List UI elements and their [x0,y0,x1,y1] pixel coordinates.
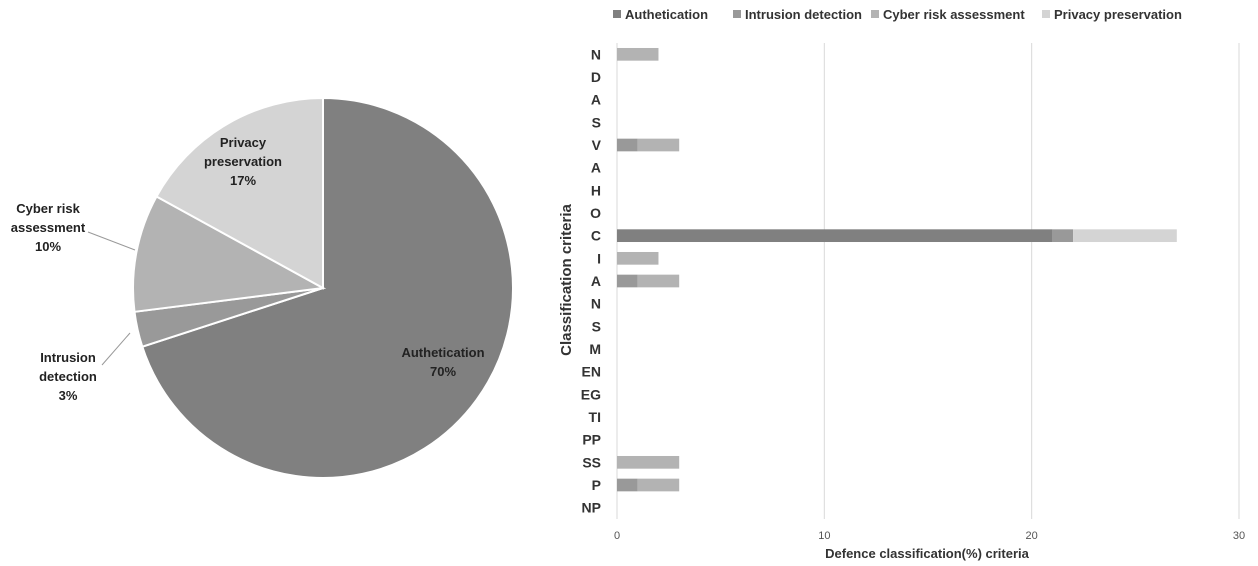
y-tick-label: I [597,250,601,266]
y-tick-label: N [591,296,601,312]
x-tick-label: 0 [614,530,620,542]
pie-slice-cyber-risk-assessment [132,195,327,313]
bar-cyber-risk-assessment [617,251,659,265]
bar-cyber-risk-assessment [637,138,680,152]
bar-chart-gridlines [616,43,1240,519]
y-tick-label: C [591,228,601,244]
y-tick-label: EN [582,364,601,380]
x-tick-label: 20 [1026,530,1038,542]
y-tick-label: S [592,318,601,334]
legend-swatch [1042,10,1050,18]
bar-privacy-preservation [1073,229,1177,243]
y-tick-label: A [591,92,601,108]
bar-intrusion-detection [617,138,638,152]
y-tick-label: O [590,205,601,221]
legend-swatch [871,10,879,18]
y-tick-label: EG [581,386,601,402]
x-tick-label: 10 [818,530,830,542]
y-tick-label: M [589,341,601,357]
y-tick-label: N [591,46,601,62]
bar-intrusion-detection [617,274,638,288]
bar-cyber-risk-assessment [617,47,659,61]
bar-cyber-risk-assessment [637,274,680,288]
pie-leader-line [87,231,136,251]
pie-chart: Authetication 70% Intrusion detection 3% Cybe… [11,96,514,479]
x-axis-label: Defence classification(%) criteria [825,546,1030,561]
bar-cyber-risk-assessment [637,478,680,492]
y-tick-label: TI [589,409,601,425]
bar-cyber-risk-assessment [617,455,680,469]
legend-label: Cyber risk assessment [883,7,1025,22]
y-tick-label: PP [582,432,601,448]
legend-swatch [613,10,621,18]
pie-leader-line [101,332,131,366]
bar-authetication [617,229,1053,243]
bar-intrusion-detection [1052,229,1074,243]
pie-slice-privacy-preservation [155,96,324,290]
legend-label: Privacy preservation [1054,7,1182,22]
y-tick-label: P [592,477,601,493]
bar-chart-legend: Authetication Intrusion detection Cyber ri… [613,7,1182,22]
bar-chart-axes: Defence classification(%) criteria Class… [558,46,1245,561]
x-tick-label: 30 [1233,530,1245,542]
bar-chart [617,47,1177,492]
y-tick-label: V [592,137,602,153]
y-tick-label: A [591,160,601,176]
y-tick-label: H [591,182,601,198]
y-tick-label: NP [582,500,601,516]
pie-data-label: Intrusion detection 3% [39,350,97,403]
bar-intrusion-detection [617,478,638,492]
y-axis-label: Classification criteria [558,203,575,355]
pie-data-label: Cyber risk assessment 10% [11,201,86,254]
y-tick-label: D [591,69,601,85]
pie-slice-authetication [141,96,514,479]
pie-data-label: Privacy preservation 17% [204,135,282,188]
y-tick-label: SS [582,454,601,470]
legend-label: Authetication [625,7,708,22]
pie-data-label: Authetication 70% [401,345,484,379]
legend-swatch [733,10,741,18]
y-tick-label: S [592,114,601,130]
legend-label: Intrusion detection [745,7,862,22]
y-tick-label: A [591,273,601,289]
